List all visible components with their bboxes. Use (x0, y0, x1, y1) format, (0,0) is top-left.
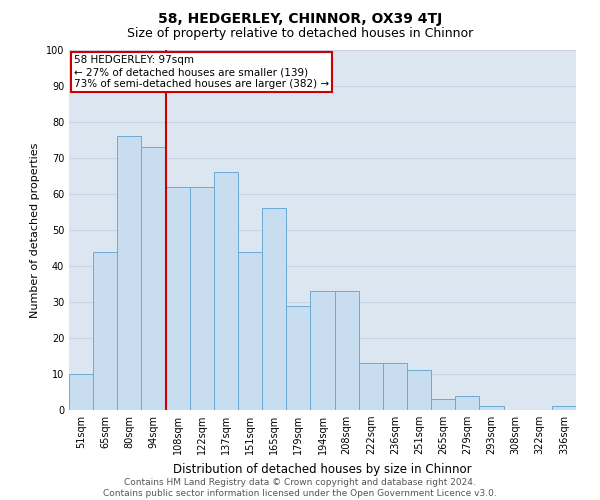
Text: Contains HM Land Registry data © Crown copyright and database right 2024.
Contai: Contains HM Land Registry data © Crown c… (103, 478, 497, 498)
Bar (310, 291, 335, 410)
X-axis label: Distribution of detached houses by size in Chinnor: Distribution of detached houses by size … (173, 462, 472, 475)
Bar (552, 406, 576, 410)
Bar (335, 291, 359, 410)
Bar (262, 208, 286, 410)
Bar (407, 370, 431, 410)
Bar (69, 374, 93, 410)
Bar (190, 187, 214, 410)
Bar (383, 363, 407, 410)
Bar (286, 306, 310, 410)
Bar (142, 147, 166, 410)
Bar (93, 252, 117, 410)
Y-axis label: Number of detached properties: Number of detached properties (30, 142, 40, 318)
Bar (431, 399, 455, 410)
Bar (166, 187, 190, 410)
Bar (455, 396, 479, 410)
Text: 58, HEDGERLEY, CHINNOR, OX39 4TJ: 58, HEDGERLEY, CHINNOR, OX39 4TJ (158, 12, 442, 26)
Bar (479, 406, 503, 410)
Text: Size of property relative to detached houses in Chinnor: Size of property relative to detached ho… (127, 28, 473, 40)
Bar (238, 252, 262, 410)
Bar (117, 136, 142, 410)
Bar (214, 172, 238, 410)
Text: 58 HEDGERLEY: 97sqm
← 27% of detached houses are smaller (139)
73% of semi-detac: 58 HEDGERLEY: 97sqm ← 27% of detached ho… (74, 56, 329, 88)
Bar (359, 363, 383, 410)
